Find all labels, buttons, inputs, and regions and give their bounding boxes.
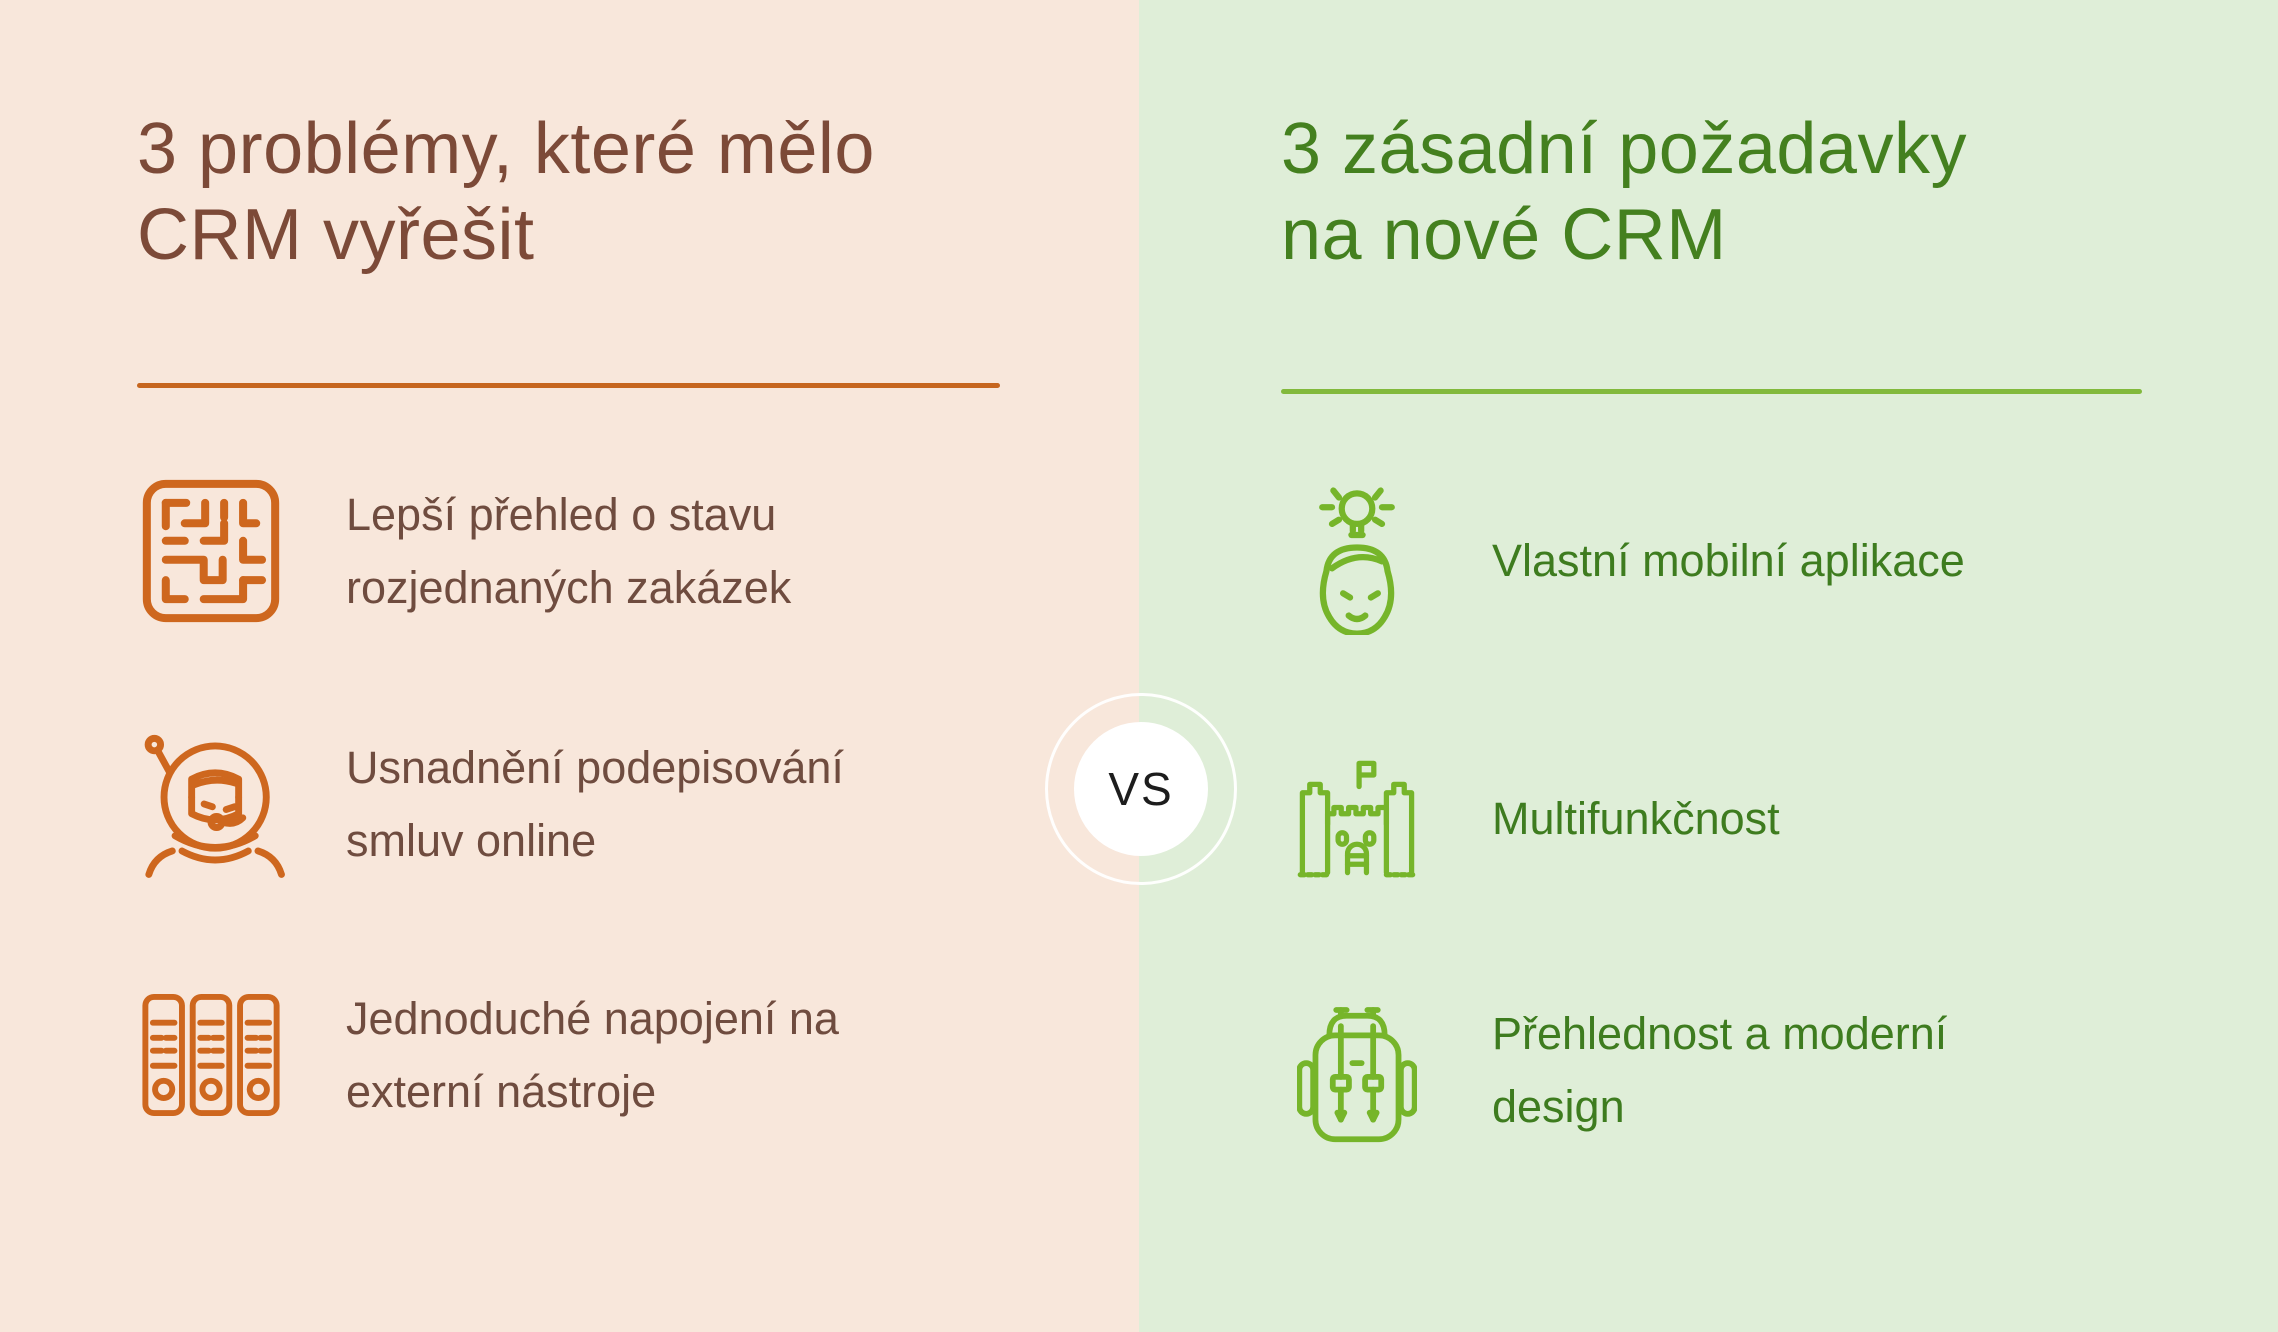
right-item-3-text: Přehlednost a moderní design — [1492, 1008, 1948, 1132]
left-item-2-text: Usnadnění podepisování smluv online — [346, 742, 844, 866]
list-item: Multifunkčnost — [1279, 748, 2239, 888]
list-item: Jednoduché napojení na externí nástroje — [133, 972, 1093, 1138]
right-item-1-text: Vlastní mobilní aplikace — [1492, 534, 1965, 586]
right-panel: 3 zásadní požadavky na nové CRM — [1139, 0, 2278, 1332]
right-title: 3 zásadní požadavky na nové CRM — [1281, 106, 1967, 278]
list-item: Vlastní mobilní aplikace — [1279, 482, 2239, 638]
vs-badge: VS — [1074, 722, 1208, 856]
right-divider — [1281, 389, 2142, 394]
maze-icon — [133, 478, 288, 624]
left-title-line2: CRM vyřešit — [137, 195, 535, 276]
list-item: Přehlednost a moderní design — [1279, 992, 2239, 1148]
right-item-2-text: Multifunkčnost — [1492, 792, 1780, 844]
backpack-icon — [1279, 996, 1434, 1144]
right-title-line1: 3 zásadní požadavky — [1281, 109, 1967, 190]
castle-icon — [1279, 755, 1434, 881]
idea-head-icon — [1279, 485, 1434, 635]
list-item: Lepší přehled o stavu rozjednaných zakáz… — [133, 468, 1093, 634]
list-item: Usnadnění podepisování smluv online — [133, 716, 1093, 892]
left-item-3-text: Jednoduché napojení na externí nástroje — [346, 993, 839, 1117]
vs-badge-ring — [1045, 693, 1237, 885]
left-panel: 3 problémy, které mělo CRM vyřešit — [133, 106, 1093, 1138]
astronaut-icon — [133, 728, 288, 880]
vs-label: VS — [1108, 763, 1174, 815]
binders-icon — [133, 990, 288, 1120]
left-title: 3 problémy, které mělo CRM vyřešit — [137, 106, 875, 278]
left-divider — [137, 383, 1000, 388]
right-title-line2: na nové CRM — [1281, 195, 1727, 276]
left-title-line1: 3 problémy, které mělo — [137, 109, 875, 190]
left-item-1-text: Lepší přehled o stavu rozjednaných zakáz… — [346, 489, 792, 613]
